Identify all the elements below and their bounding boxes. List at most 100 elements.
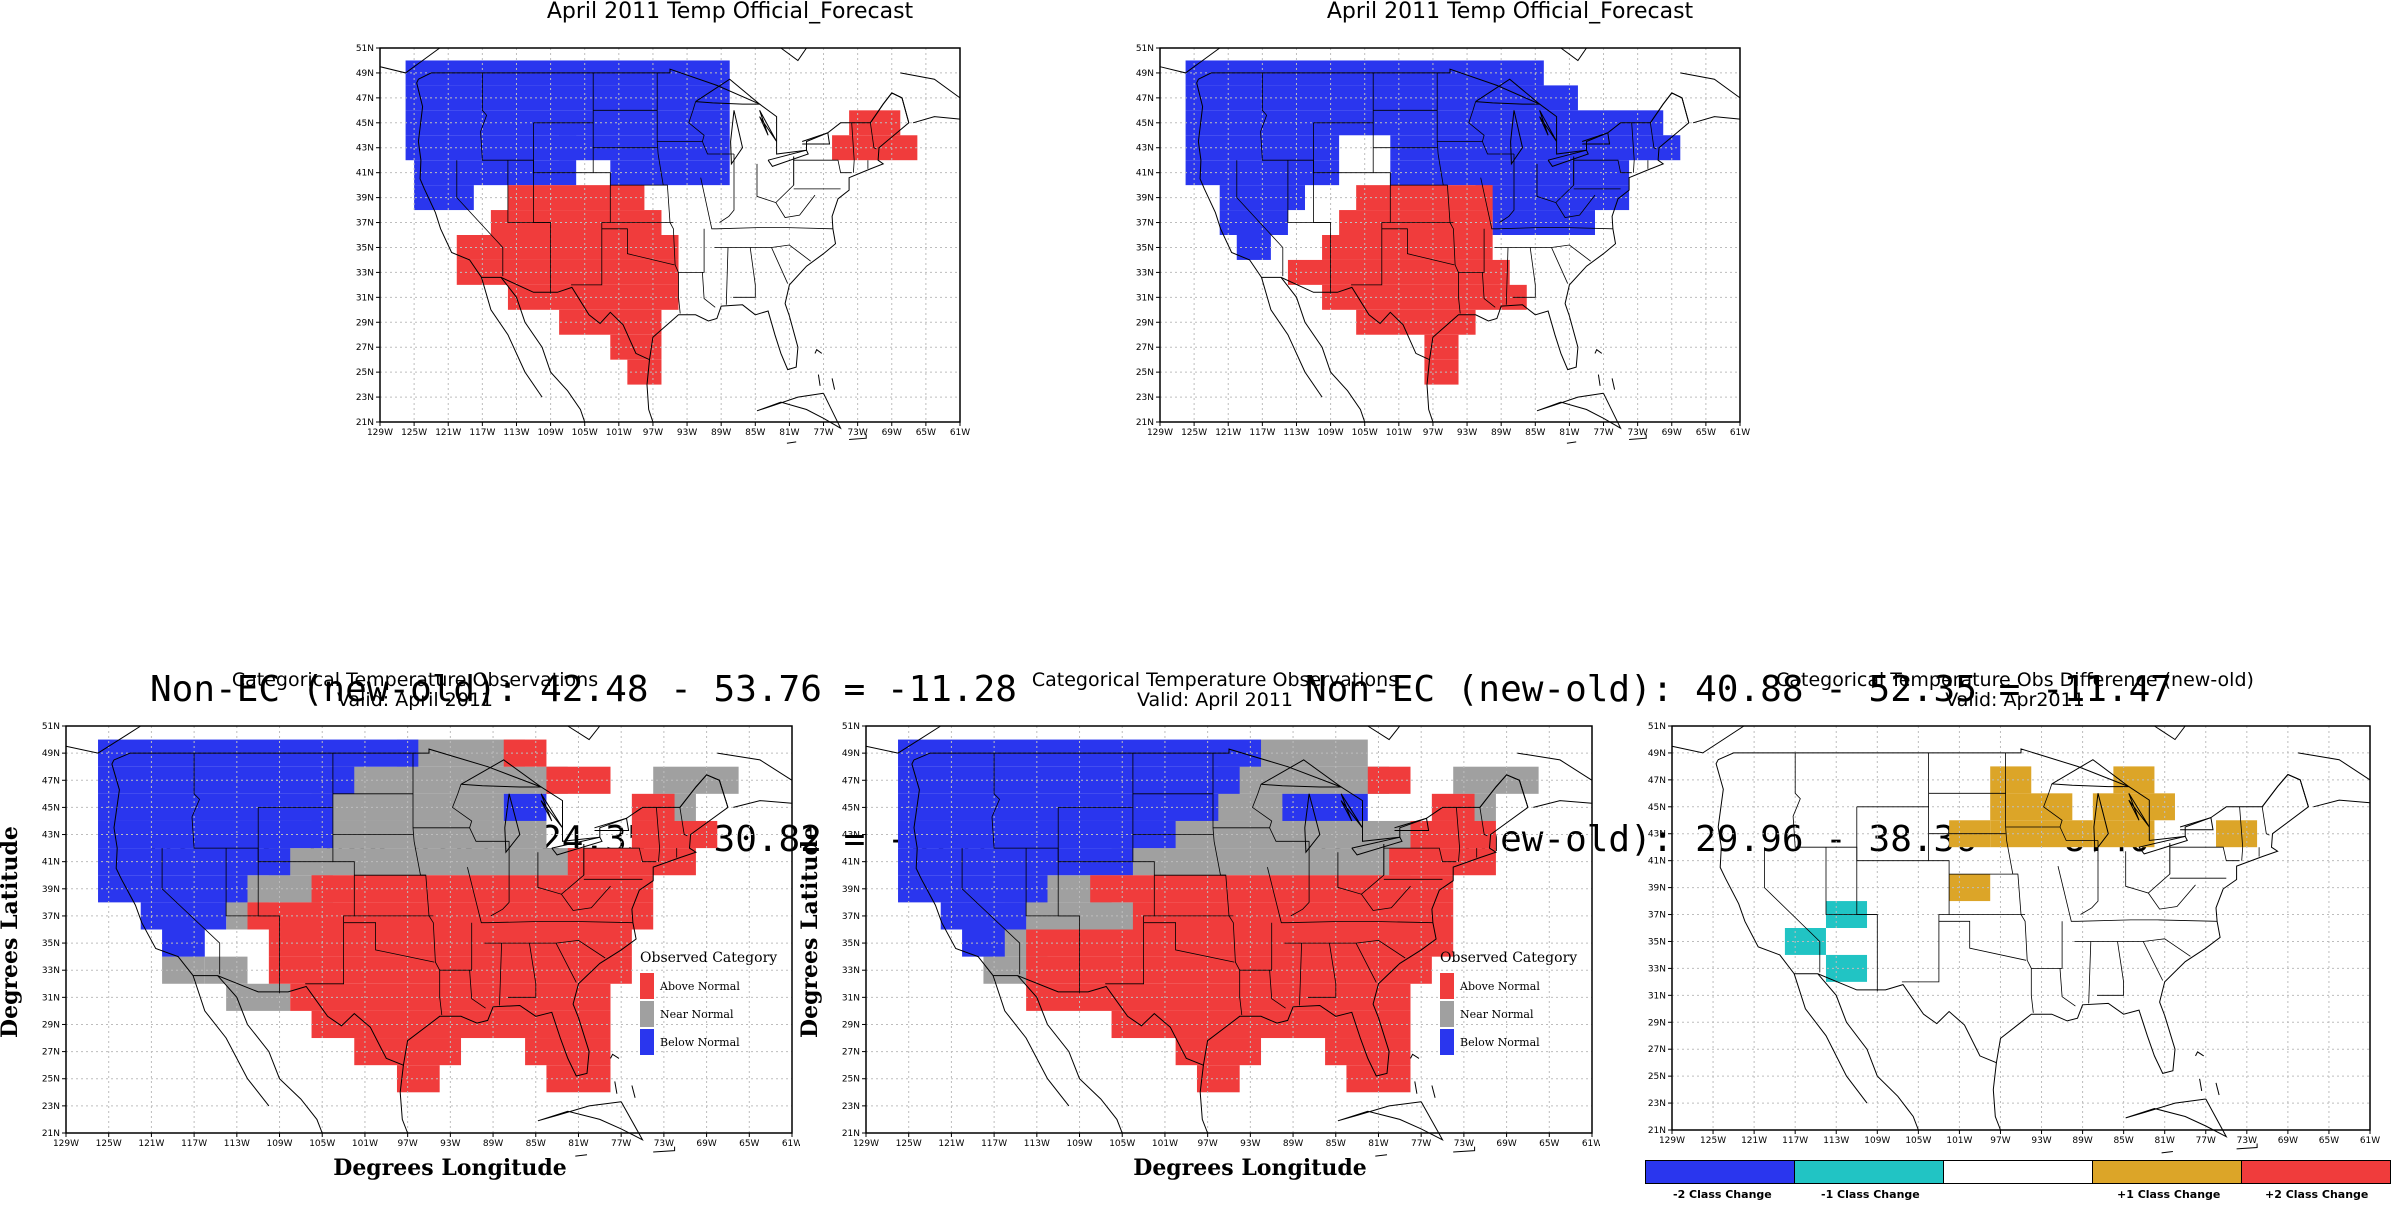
- state-border: [601, 228, 675, 266]
- lon-tick-label: 69W: [2278, 1136, 2298, 1146]
- great-lake: [1351, 836, 1403, 856]
- lat-tick-label: 31N: [1648, 991, 1666, 1001]
- lat-tick-label: 41N: [842, 858, 860, 868]
- tick-labels: 51N 49N 47N 45N 43N 41N 39N 37N 35N 33N 31N 29N 27N 2…: [356, 44, 970, 438]
- state-border: [1269, 970, 1286, 1009]
- lon-tick-label: 61W: [2360, 1136, 2380, 1146]
- lon-tick-label: 121W: [1741, 1136, 1767, 1146]
- lon-tick-label: 61W: [1582, 1139, 1600, 1149]
- near-normal-cell: [226, 983, 291, 1011]
- state-border: [2239, 806, 2244, 861]
- below-normal-cell: [162, 929, 205, 957]
- mexico-coast: [217, 975, 323, 1134]
- great-lake: [802, 132, 831, 145]
- lat-tick-label: 25N: [42, 1075, 60, 1085]
- lon-tick-label: 69W: [696, 1139, 716, 1149]
- lon-tick-label: 101W: [352, 1139, 378, 1149]
- mexico-coast: [500, 277, 586, 423]
- legend-below: Below Normal: [640, 1028, 777, 1056]
- stats-right-line1: Non-EC (new-old): 40.88 - 52.35 = -11.47: [1305, 669, 2172, 710]
- lat-tick-label: 29N: [356, 318, 374, 328]
- lat-tick-label: 51N: [1136, 44, 1154, 54]
- canada-border: [1649, 92, 1690, 124]
- lat-tick-label: 33N: [42, 966, 60, 976]
- forecast-left-title: April 2011 Temp Official_Forecast: [546, 0, 914, 24]
- legend-above: Above Normal: [640, 972, 777, 1000]
- lon-tick-label: 117W: [1782, 1136, 1808, 1146]
- lon-tick-label: 85W: [1326, 1139, 1346, 1149]
- caribbean-island: [831, 378, 836, 390]
- us-coastline: [416, 68, 910, 371]
- state-border: [688, 101, 705, 142]
- lat-tick-label: 21N: [356, 418, 374, 428]
- state-border: [1290, 841, 1310, 917]
- state-border: [2125, 843, 2171, 894]
- lat-tick-label: 23N: [356, 393, 374, 403]
- canada-coast: [2313, 799, 2371, 808]
- obs-left-legend: Observed Category Above Normal Near Norm…: [640, 950, 777, 1056]
- lat-tick-label: 51N: [1648, 722, 1666, 732]
- canada-coast: [379, 47, 440, 74]
- state-border: [1468, 101, 1485, 142]
- lon-tick-label: 97W: [397, 1139, 417, 1149]
- mexico-coast: [1017, 975, 1123, 1134]
- lat-tick-label: 35N: [1136, 243, 1154, 253]
- lat-tick-label: 31N: [842, 993, 860, 1003]
- map-outlines: [379, 47, 961, 444]
- canada-coast: [567, 725, 601, 741]
- lon-tick-label: 93W: [1240, 1139, 1260, 1149]
- baja-coast: [992, 975, 1070, 1107]
- canada-coast: [1159, 47, 1220, 74]
- lon-tick-label: 105W: [1352, 428, 1378, 438]
- forecast-map-left: April 2011 Temp Official_Forecast 51N 49N…: [330, 0, 1130, 445]
- state-border: [2142, 941, 2164, 981]
- forecast-right-title: April 2011 Temp Official_Forecast: [1326, 0, 1694, 24]
- state-border: [2097, 941, 2124, 996]
- state-border: [2074, 938, 2191, 957]
- obs-left-xlabel: Degrees Longitude: [333, 1155, 567, 1181]
- caribbean-island: [814, 348, 823, 354]
- us-coastline: [1196, 68, 1690, 371]
- lon-tick-label: 129W: [853, 1139, 879, 1149]
- lon-tick-label: 89W: [711, 428, 731, 438]
- caribbean-island: [2199, 1078, 2203, 1091]
- lat-tick-label: 51N: [356, 44, 374, 54]
- lon-tick-label: 101W: [1152, 1139, 1178, 1149]
- state-border: [1287, 160, 1331, 223]
- lat-tick-label: 43N: [356, 144, 374, 154]
- lat-tick-label: 45N: [1136, 119, 1154, 129]
- diff-bar-plus2: [2241, 1160, 2391, 1184]
- lon-tick-label: 129W: [1659, 1136, 1685, 1146]
- lon-tick-label: 77W: [611, 1139, 631, 1149]
- state-border: [1299, 943, 1302, 1006]
- lon-tick-label: 97W: [1990, 1136, 2010, 1146]
- canada-border: [679, 774, 729, 808]
- state-border: [1308, 943, 1337, 998]
- lon-tick-label: 81W: [779, 428, 799, 438]
- caribbean-island: [817, 374, 821, 386]
- great-lake: [2128, 793, 2150, 828]
- below-normal-cell: [898, 766, 1240, 794]
- great-lake: [1539, 110, 1558, 142]
- lat-tick-label: 27N: [1136, 343, 1154, 353]
- lon-tick-label: 125W: [401, 428, 427, 438]
- lat-tick-label: 45N: [842, 803, 860, 813]
- diff-subtitle: Valid: Apr2011: [1945, 689, 2085, 711]
- us-coastline: [1715, 748, 2309, 1074]
- lat-tick-label: 29N: [1136, 318, 1154, 328]
- canada-coast: [780, 47, 807, 62]
- state-border: [456, 160, 504, 277]
- state-border: [1456, 807, 1461, 862]
- canada-coast: [865, 725, 941, 754]
- state-border: [870, 122, 877, 150]
- canada-coast: [1671, 725, 1745, 754]
- great-lake: [767, 149, 809, 167]
- great-lake: [1582, 132, 1611, 145]
- lat-tick-label: 49N: [1136, 69, 1154, 79]
- lat-tick-label: 47N: [1648, 776, 1666, 786]
- lon-tick-label: 125W: [1181, 428, 1207, 438]
- state-border: [2043, 783, 2063, 828]
- state-border: [656, 807, 661, 862]
- lat-tick-label: 43N: [1136, 144, 1154, 154]
- below-normal-cell: [1219, 210, 1288, 235]
